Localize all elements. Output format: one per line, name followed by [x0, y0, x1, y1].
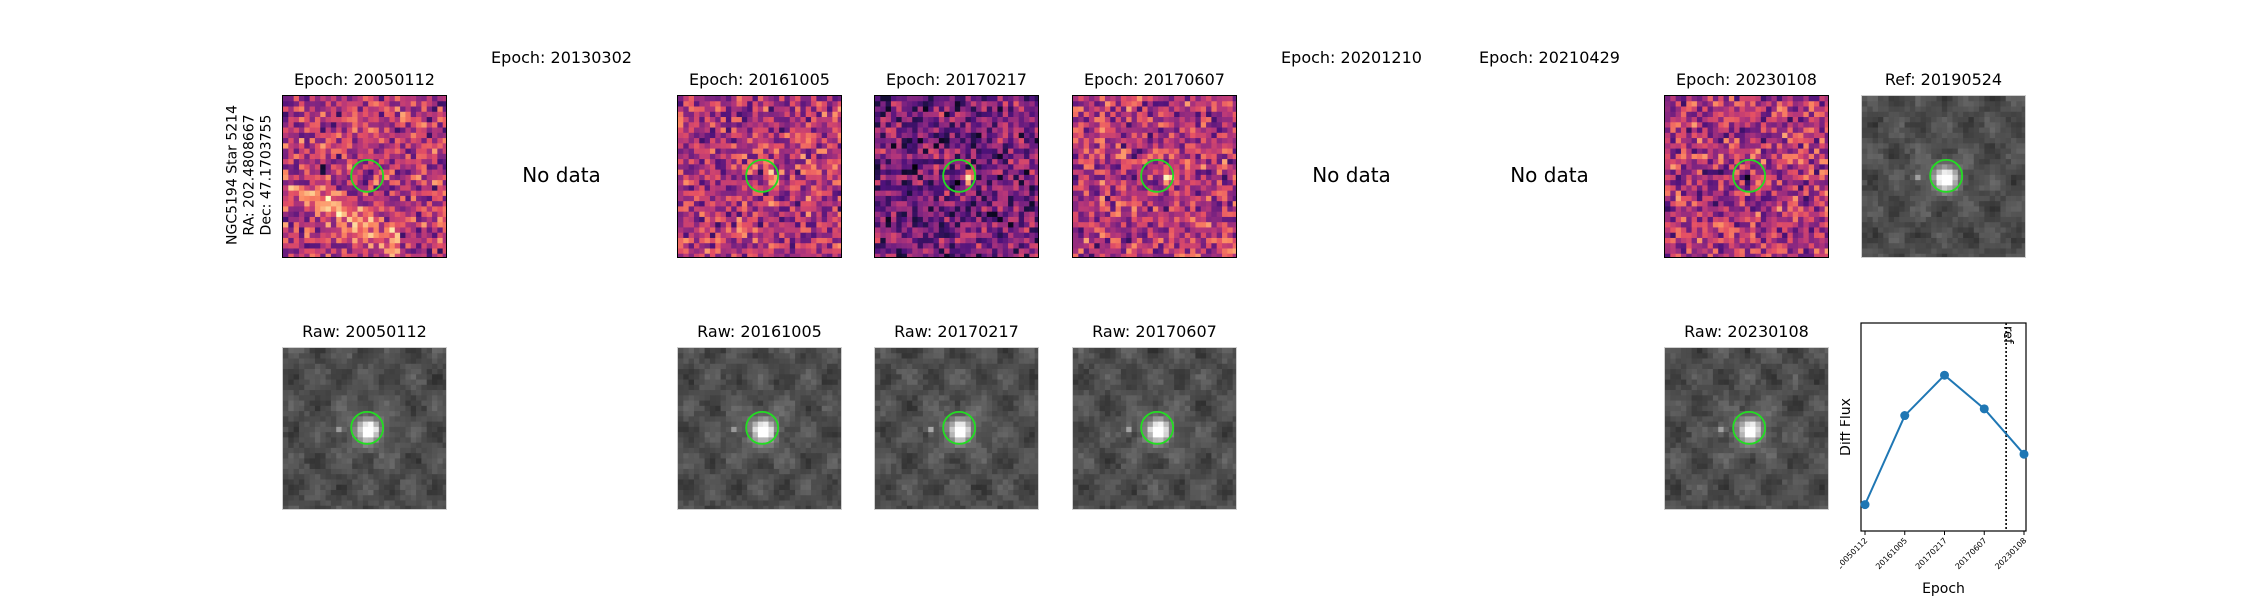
aperture-circle [350, 158, 385, 193]
diff-pixels [678, 96, 841, 257]
x-tick-label-20170607: 20170607 [1954, 536, 1989, 571]
ref-image [1861, 95, 2026, 258]
chart-frame [1860, 322, 2027, 532]
raw-title-20050112: Raw: 20050112 [302, 322, 427, 341]
raw-pixels [1665, 348, 1828, 509]
no-data-text-20201210: No data [1312, 163, 1391, 187]
light-curve-line [1864, 373, 2025, 506]
star-dec: Dec: 47.1703755 [258, 114, 275, 236]
diff-image-20050112 [282, 95, 447, 258]
epoch-title-20170217: Epoch: 20170217 [886, 70, 1027, 89]
epoch-title-20161005: Epoch: 20161005 [689, 70, 830, 89]
diff-pixels [875, 96, 1038, 257]
raw-image-20170217 [874, 347, 1039, 510]
raw-pixels [678, 348, 841, 509]
raw-image-20230108 [1664, 347, 1829, 510]
x-tick-label-20170217: 20170217 [1914, 536, 1949, 571]
data-point-20050112 [1860, 500, 1870, 510]
no-data-text-20130302: No data [522, 163, 601, 187]
x-tick-label-20161005: 20161005 [1874, 536, 1909, 571]
data-point-20161005 [1900, 411, 1910, 421]
aperture-circle [1929, 158, 1964, 193]
diff-pixels [1665, 96, 1828, 257]
diff-image-20170607 [1072, 95, 1237, 258]
ref-title: Ref: 20190524 [1884, 70, 2003, 89]
y-axis-label: Diff Flux [1840, 398, 1854, 456]
data-point-20230108 [2019, 449, 2029, 459]
raw-image-20161005 [677, 347, 842, 510]
diff-pixels [283, 96, 446, 257]
diff-pixels [1073, 96, 1236, 257]
raw-title-20170217: Raw: 20170217 [894, 322, 1019, 341]
raw-image-20170607 [1072, 347, 1237, 510]
diff-image-20170217 [874, 95, 1039, 258]
no-data-text-20210429: No data [1510, 163, 1589, 187]
star-name: NGC5194 Star 5214 [224, 105, 241, 245]
aperture-circle [1140, 158, 1175, 193]
diff-image-20161005 [677, 95, 842, 258]
star-ra: RA: 202.4808667 [241, 114, 258, 236]
epoch-title-20130302: Epoch: 20130302 [491, 48, 632, 67]
raw-pixels [1073, 348, 1236, 509]
reference-label: ref [2000, 326, 2015, 344]
aperture-circle [1732, 410, 1767, 445]
raw-pixels [875, 348, 1038, 509]
x-tick-label-20230108: 20230108 [1993, 536, 2028, 571]
light-curve-chart: 20050112 20161005 20170217 20170607 20230108… [1840, 322, 2029, 597]
epoch-title-20050112: Epoch: 20050112 [294, 70, 435, 89]
data-point-20170217 [1940, 370, 1949, 380]
aperture-circle [942, 158, 977, 193]
data-point-20170607 [1979, 404, 1989, 414]
x-axis-label: Epoch [1922, 581, 1965, 597]
raw-pixels [283, 348, 446, 509]
star-info-label: NGC5194 Star 5214 RA: 202.4808667 Dec: 4… [220, 95, 280, 255]
raw-title-20230108: Raw: 20230108 [1684, 322, 1809, 341]
diff-image-20230108 [1664, 95, 1829, 258]
aperture-circle [745, 410, 780, 445]
aperture-circle [942, 410, 977, 445]
epoch-title-20210429: Epoch: 20210429 [1479, 48, 1620, 67]
aperture-circle [1732, 158, 1767, 193]
aperture-circle [350, 410, 385, 445]
raw-title-20170607: Raw: 20170607 [1092, 322, 1217, 341]
raw-image-20050112 [282, 347, 447, 510]
epoch-title-20230108: Epoch: 20230108 [1676, 70, 1817, 89]
raw-pixels [1862, 96, 2025, 257]
aperture-circle [745, 158, 780, 193]
x-tick-label-20050112: 20050112 [1840, 536, 1869, 571]
epoch-title-20170607: Epoch: 20170607 [1084, 70, 1225, 89]
aperture-circle [1140, 410, 1175, 445]
raw-title-20161005: Raw: 20161005 [697, 322, 822, 341]
epoch-title-20201210: Epoch: 20201210 [1281, 48, 1422, 67]
